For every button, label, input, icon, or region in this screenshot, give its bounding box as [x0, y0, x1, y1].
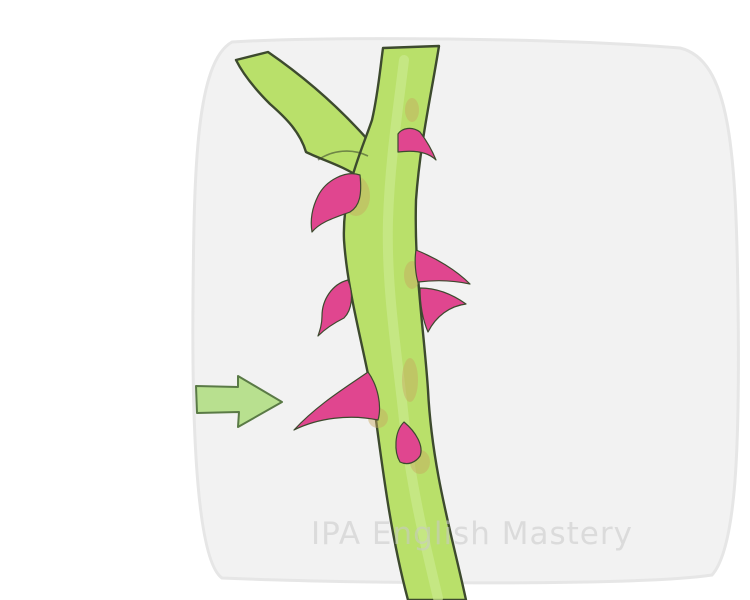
branch-joint	[317, 150, 369, 161]
thorn-icon	[419, 287, 467, 333]
thorn-icon	[293, 371, 381, 431]
thorn-icon	[395, 421, 422, 465]
stem-highlight	[382, 55, 443, 600]
thorn-icon	[397, 127, 437, 161]
main-stem	[342, 44, 468, 600]
card-background	[191, 37, 740, 585]
stem-branch	[234, 50, 370, 180]
green-arrow-icon	[195, 375, 283, 428]
thorn-icon	[317, 279, 353, 337]
thorn-icon	[414, 249, 471, 285]
thorn-icon	[310, 173, 362, 233]
watermark-text: IPA English Mastery	[311, 516, 633, 552]
thorns	[293, 127, 471, 465]
